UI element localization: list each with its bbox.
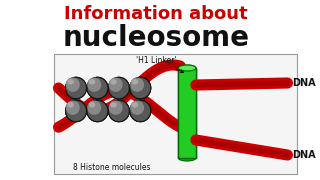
Ellipse shape: [65, 77, 87, 99]
Ellipse shape: [130, 101, 144, 115]
Ellipse shape: [68, 79, 74, 85]
Ellipse shape: [88, 78, 107, 98]
Ellipse shape: [132, 79, 138, 85]
Ellipse shape: [130, 77, 151, 99]
Ellipse shape: [178, 155, 196, 161]
Ellipse shape: [66, 101, 80, 115]
Ellipse shape: [66, 78, 86, 98]
Ellipse shape: [66, 78, 80, 92]
Ellipse shape: [109, 78, 129, 98]
Ellipse shape: [89, 79, 95, 85]
Ellipse shape: [65, 100, 87, 122]
Ellipse shape: [68, 79, 74, 85]
Ellipse shape: [66, 101, 86, 121]
Text: 'H1 Linker': 'H1 Linker': [136, 56, 184, 73]
Ellipse shape: [66, 101, 80, 115]
Bar: [178, 68, 196, 158]
Ellipse shape: [110, 79, 117, 85]
FancyBboxPatch shape: [54, 54, 297, 174]
Ellipse shape: [89, 102, 95, 108]
Ellipse shape: [130, 100, 151, 122]
Ellipse shape: [109, 78, 123, 92]
Ellipse shape: [109, 101, 129, 121]
Ellipse shape: [89, 79, 95, 85]
Ellipse shape: [108, 77, 130, 99]
Ellipse shape: [110, 102, 117, 108]
Ellipse shape: [132, 102, 138, 108]
Ellipse shape: [131, 78, 150, 98]
Text: DNA: DNA: [292, 150, 316, 160]
Ellipse shape: [87, 101, 101, 115]
Ellipse shape: [110, 79, 117, 85]
Ellipse shape: [109, 78, 129, 98]
Ellipse shape: [65, 77, 87, 99]
Ellipse shape: [130, 78, 144, 92]
Ellipse shape: [132, 102, 138, 108]
Ellipse shape: [130, 100, 151, 122]
Ellipse shape: [109, 78, 123, 92]
Ellipse shape: [109, 101, 129, 121]
Ellipse shape: [65, 100, 87, 122]
Ellipse shape: [109, 101, 123, 115]
Text: nucleosome: nucleosome: [62, 24, 249, 52]
Ellipse shape: [130, 101, 144, 115]
Ellipse shape: [87, 100, 108, 122]
Ellipse shape: [110, 102, 117, 108]
Ellipse shape: [66, 78, 86, 98]
Ellipse shape: [132, 79, 138, 85]
Ellipse shape: [131, 78, 150, 98]
Ellipse shape: [89, 102, 95, 108]
Ellipse shape: [130, 78, 144, 92]
Text: 8 Histone molecules: 8 Histone molecules: [73, 163, 151, 172]
Ellipse shape: [66, 101, 86, 121]
Ellipse shape: [131, 101, 150, 121]
Ellipse shape: [88, 101, 107, 121]
Ellipse shape: [68, 102, 74, 108]
Ellipse shape: [87, 101, 101, 115]
Ellipse shape: [88, 101, 107, 121]
Ellipse shape: [87, 100, 108, 122]
Text: DNA: DNA: [292, 78, 316, 88]
Ellipse shape: [178, 65, 196, 71]
Ellipse shape: [109, 101, 123, 115]
Ellipse shape: [66, 78, 80, 92]
Ellipse shape: [87, 78, 101, 92]
Ellipse shape: [87, 78, 101, 92]
Ellipse shape: [108, 77, 130, 99]
Ellipse shape: [68, 102, 74, 108]
Ellipse shape: [87, 77, 108, 99]
Ellipse shape: [108, 100, 130, 122]
Ellipse shape: [130, 77, 151, 99]
Ellipse shape: [108, 100, 130, 122]
Ellipse shape: [131, 101, 150, 121]
Text: Information about: Information about: [64, 5, 248, 23]
Ellipse shape: [87, 77, 108, 99]
Bar: [178, 68, 196, 158]
Ellipse shape: [178, 65, 196, 71]
Ellipse shape: [88, 78, 107, 98]
